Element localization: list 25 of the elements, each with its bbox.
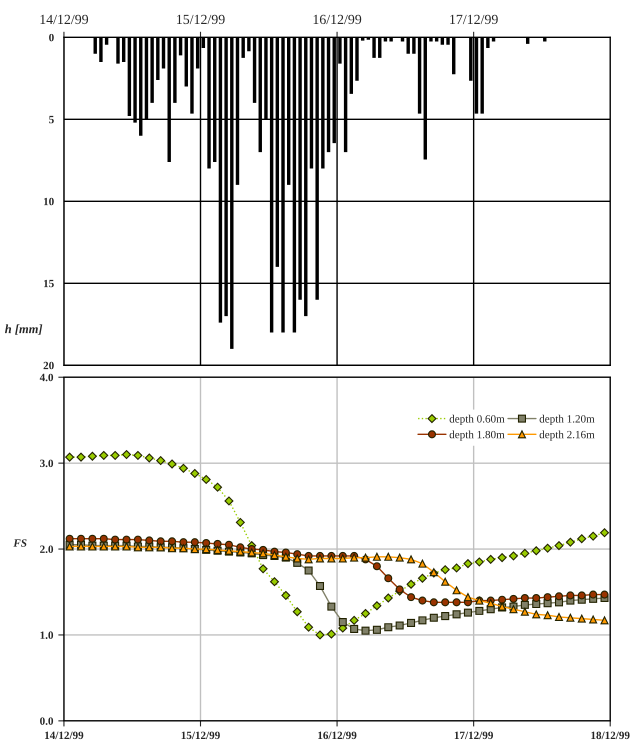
y-tick-label: 5 bbox=[49, 116, 54, 124]
y-tick-label: 15 bbox=[44, 280, 54, 288]
y-tick-label: 0 bbox=[49, 34, 54, 42]
y-axis-title: FS bbox=[13, 539, 27, 547]
legend-label: depth 1.80m bbox=[450, 430, 505, 441]
x-tick-label: 17/12/99 bbox=[454, 732, 493, 740]
legend-label: depth 1.20m bbox=[540, 414, 595, 425]
y-tick-label: 2.0 bbox=[40, 546, 54, 554]
x-tick-label: 16/12/99 bbox=[314, 14, 362, 24]
y-tick-label: 4.0 bbox=[40, 374, 54, 382]
y-tick-label: 0.0 bbox=[40, 717, 54, 725]
y-tick-label: 20 bbox=[44, 362, 54, 370]
x-tick-label: 15/12/99 bbox=[177, 14, 225, 24]
legend-label: depth 2.16m bbox=[540, 430, 595, 441]
y-tick-label: 10 bbox=[44, 198, 54, 206]
y-tick-label: 3.0 bbox=[40, 460, 54, 468]
x-tick-label: 18/12/99 bbox=[591, 732, 630, 740]
legend-label: depth 0.60m bbox=[450, 414, 505, 425]
x-tick-label: 14/12/99 bbox=[45, 732, 84, 740]
x-tick-label: 15/12/99 bbox=[182, 732, 220, 740]
y-tick-label: 1.0 bbox=[40, 631, 54, 639]
x-tick-label: 16/12/99 bbox=[318, 732, 356, 740]
x-tick-label: 14/12/99 bbox=[40, 14, 88, 24]
x-tick-label: 17/12/99 bbox=[450, 14, 498, 24]
y-axis-title: h [mm] bbox=[4, 324, 42, 335]
